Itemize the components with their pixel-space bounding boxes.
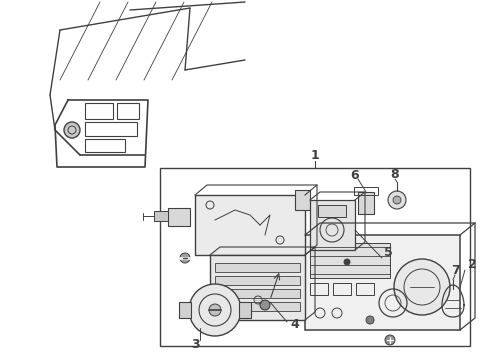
- Circle shape: [385, 335, 395, 345]
- Bar: [358, 192, 374, 214]
- Bar: [310, 243, 390, 278]
- Bar: [154, 211, 168, 221]
- Text: 7: 7: [451, 264, 459, 276]
- Bar: [356, 283, 374, 295]
- Bar: [354, 187, 378, 195]
- Circle shape: [366, 316, 374, 324]
- Text: 3: 3: [191, 338, 199, 351]
- Circle shape: [64, 122, 80, 138]
- Bar: [85, 103, 113, 119]
- Bar: [117, 103, 139, 119]
- Text: 8: 8: [391, 167, 399, 180]
- Circle shape: [388, 191, 406, 209]
- Bar: [215, 302, 300, 311]
- Text: 4: 4: [291, 319, 299, 332]
- Bar: [295, 190, 310, 210]
- Bar: [310, 283, 328, 295]
- Bar: [305, 235, 460, 330]
- Bar: [160, 168, 470, 346]
- Text: 5: 5: [384, 247, 392, 260]
- Circle shape: [344, 259, 350, 265]
- Text: 6: 6: [351, 168, 359, 181]
- Bar: [168, 208, 190, 226]
- Bar: [195, 195, 305, 255]
- Bar: [318, 205, 346, 217]
- Circle shape: [209, 304, 221, 316]
- Circle shape: [180, 253, 190, 263]
- Bar: [333, 283, 351, 295]
- Bar: [85, 139, 125, 152]
- Circle shape: [260, 300, 270, 310]
- Circle shape: [394, 259, 450, 315]
- Text: 1: 1: [311, 149, 319, 162]
- Text: 2: 2: [467, 258, 476, 271]
- Bar: [310, 200, 355, 250]
- Bar: [239, 302, 251, 318]
- Bar: [85, 122, 137, 136]
- Bar: [215, 276, 300, 285]
- Bar: [210, 255, 305, 320]
- Bar: [215, 263, 300, 272]
- Circle shape: [189, 284, 241, 336]
- Bar: [215, 289, 300, 298]
- Circle shape: [393, 196, 401, 204]
- Bar: [179, 302, 191, 318]
